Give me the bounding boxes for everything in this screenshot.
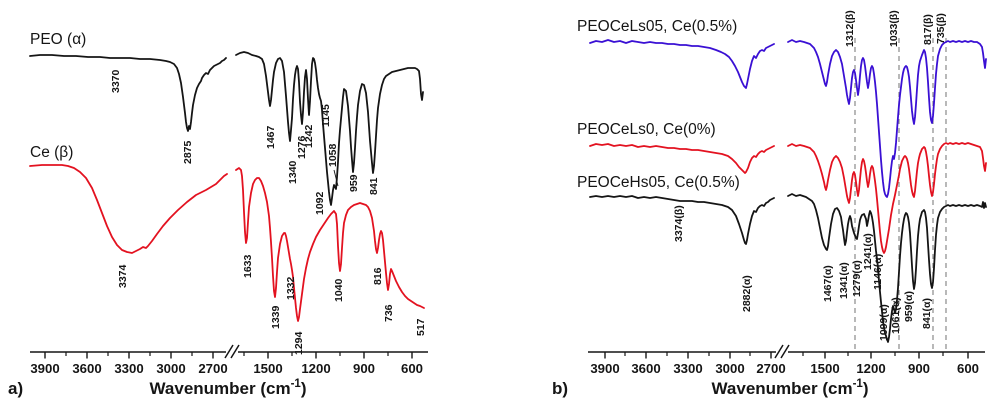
peak-label-1279(α): 1279(α) <box>851 260 863 297</box>
x-tick-label-3000: 3000 <box>156 361 185 376</box>
x-tick-label-2700: 2700 <box>756 361 785 376</box>
axis-break-slash <box>230 344 240 359</box>
peak-label-3374(β): 3374(β) <box>673 205 685 242</box>
guide-label: 735(β) <box>935 13 947 44</box>
peak-label-959(α): 959(α) <box>903 291 915 322</box>
x-tick-label-1500: 1500 <box>253 361 282 376</box>
curve-peo-alpha-seg1 <box>29 54 227 132</box>
curve-ce-beta-seg2 <box>235 167 425 322</box>
peak-label-1058: 1058 <box>327 143 339 167</box>
peak-label-1242: 1242 <box>303 124 315 148</box>
peak-label-1276: 1276 <box>296 135 308 159</box>
peak-label-3370: 3370 <box>110 69 122 93</box>
x-tick-label-3900: 3900 <box>30 361 59 376</box>
peak-label-841: 841 <box>368 177 380 195</box>
peak-label-816: 816 <box>372 267 384 285</box>
peak-label-1633: 1633 <box>242 254 254 278</box>
peak-label-841(α): 841(α) <box>921 298 933 329</box>
curve-title-2: PEOCeLs0, Ce(0%) <box>577 121 716 138</box>
peak-label-1040: 1040 <box>333 278 345 302</box>
curve-title-3: PEOCeHs05, Ce(0.5%) <box>577 174 740 191</box>
peak-label-1332: 1332 <box>285 276 297 300</box>
panel-b: 1312(β) 1033(β) 817(β) 735(β) 3374(β) 2882(α)… <box>540 0 987 405</box>
x-tick-label-3300: 3300 <box>114 361 143 376</box>
x-tick-label-1500: 1500 <box>810 361 839 376</box>
curve-peoce-ls0-seg2 <box>787 142 987 254</box>
x-tick-label-3600: 3600 <box>72 361 101 376</box>
peak-label-1241(α): 1241(α) <box>862 233 874 270</box>
curve-title-1: PEO (α) <box>30 31 86 48</box>
peak-label-2875: 2875 <box>182 140 194 164</box>
x-tick-label-900: 900 <box>353 361 375 376</box>
peak-label-1339: 1339 <box>270 305 282 329</box>
peak-label-1092: 1092 <box>314 191 326 215</box>
peak-label-1099(α): 1099(α) <box>878 304 890 341</box>
axis-break-slash <box>224 344 234 359</box>
curve-peoce-hs05-seg2 <box>787 193 987 343</box>
peak-leader-line <box>333 169 339 187</box>
x-tick-label-600: 600 <box>957 361 979 376</box>
guide-label: 817(β) <box>922 14 934 45</box>
guide-label: 1033(β) <box>888 10 900 47</box>
x-tick-label-3900: 3900 <box>590 361 619 376</box>
curve-peoce-ls05-seg2 <box>787 39 987 198</box>
peak-label-2882(α): 2882(α) <box>741 275 753 312</box>
peak-label-517: 517 <box>415 318 427 336</box>
curve-ce-beta-seg1 <box>29 164 228 254</box>
peak-label-1340: 1340 <box>287 160 299 184</box>
peak-label-1061(α): 1061(α) <box>890 297 902 334</box>
guide-label: 1312(β) <box>844 10 856 47</box>
axis-break-slash <box>774 344 784 359</box>
curve-title-1: PEOCeLs05, Ce(0.5%) <box>577 18 737 35</box>
curve-peoce-ls0-seg1 <box>589 143 775 174</box>
x-axis-label: Wavenumber (cm-1) <box>150 378 307 398</box>
peak-label-1341(α): 1341(α) <box>838 262 850 299</box>
peak-label-736: 736 <box>383 304 395 322</box>
x-tick-label-3300: 3300 <box>673 361 702 376</box>
peak-label-1294: 1294 <box>293 331 305 355</box>
peak-label-959: 959 <box>348 174 360 192</box>
peak-label-1146(α): 1146(α) <box>872 254 884 290</box>
x-tick-label-3000: 3000 <box>715 361 744 376</box>
x-tick-label-1200: 1200 <box>856 361 885 376</box>
x-tick-label-1200: 1200 <box>301 361 330 376</box>
curve-title-2: Ce (β) <box>30 144 73 161</box>
panel-letter-a: a) <box>8 379 23 398</box>
curve-peoce-ls05-seg1 <box>589 39 775 89</box>
axis-break-slash <box>780 344 790 359</box>
spectrum-plot-b: 1312(β) 1033(β) 817(β) 735(β) 3374(β) 2882(α)… <box>552 10 987 398</box>
curve-peoce-hs05-seg1 <box>589 195 775 245</box>
peak-label-1467: 1467 <box>265 125 277 149</box>
x-axis-label: Wavenumber (cm-1) <box>712 378 869 398</box>
x-tick-label-900: 900 <box>908 361 930 376</box>
curve-peo-alpha-seg2 <box>235 51 424 206</box>
x-tick-label-600: 600 <box>401 361 423 376</box>
x-tick-label-3600: 3600 <box>631 361 660 376</box>
peak-label-1145: 1145 <box>320 104 332 127</box>
panel-letter-b: b) <box>552 379 568 398</box>
x-tick-label-2700: 2700 <box>198 361 227 376</box>
peak-label-1467(α): 1467(α) <box>822 265 834 302</box>
peak-label-3374: 3374 <box>117 264 129 288</box>
panel-a: 3374 1633 1339 1332 1294 1040 816 736 517 3370 287… <box>0 0 493 405</box>
